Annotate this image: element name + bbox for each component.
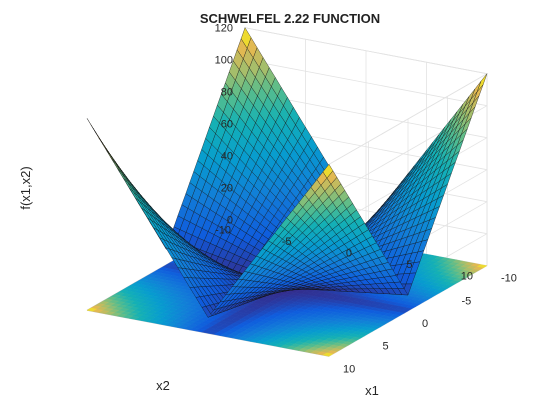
x1-tick-label: -5 <box>462 295 472 307</box>
z-tick-label: 80 <box>221 87 233 99</box>
x2-tick-label: -5 <box>282 236 292 248</box>
z-tick-label: 20 <box>221 183 233 195</box>
x1-tick-label: -10 <box>501 273 517 285</box>
surface-facet <box>86 118 98 135</box>
x2-tick-label: 10 <box>461 271 473 283</box>
z-tick-label: 40 <box>221 151 233 163</box>
chart-title: SCHWELFEL 2.22 FUNCTION <box>200 11 380 26</box>
surface-facet <box>111 157 122 173</box>
x1-tick-label: 0 <box>422 318 428 330</box>
z-axis-label: f(x1,x2) <box>18 166 33 209</box>
surface-facet <box>117 167 128 183</box>
x2-tick-label: 0 <box>346 248 352 260</box>
x1-axis-label: x1 <box>365 383 379 398</box>
x2-axis-label: x2 <box>156 378 170 393</box>
grid-line <box>244 27 488 75</box>
x2-tick-label: -10 <box>215 225 231 237</box>
x2-tick-label: 5 <box>406 259 412 271</box>
x1-tick-label: 5 <box>383 341 389 353</box>
x1-tick-label: 10 <box>343 363 355 375</box>
z-tick-label: 100 <box>215 55 233 67</box>
z-tick-label: 60 <box>221 119 233 131</box>
